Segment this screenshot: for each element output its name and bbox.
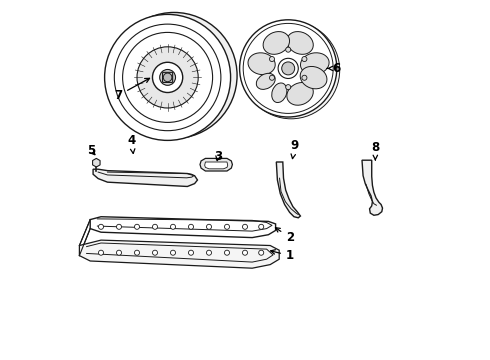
Circle shape — [270, 57, 274, 62]
Circle shape — [171, 224, 175, 229]
Ellipse shape — [256, 73, 275, 89]
Text: 4: 4 — [127, 134, 136, 153]
Text: 2: 2 — [275, 228, 294, 244]
Ellipse shape — [287, 82, 313, 105]
Circle shape — [134, 250, 140, 255]
Text: 3: 3 — [214, 150, 222, 163]
Text: 5: 5 — [87, 144, 95, 157]
Polygon shape — [93, 169, 197, 186]
Circle shape — [171, 250, 175, 255]
Circle shape — [259, 224, 264, 229]
Circle shape — [114, 24, 221, 131]
Circle shape — [286, 85, 291, 90]
Circle shape — [243, 23, 333, 113]
Circle shape — [137, 47, 198, 108]
Circle shape — [189, 250, 194, 255]
FancyBboxPatch shape — [163, 72, 172, 82]
Text: 8: 8 — [371, 141, 379, 160]
Polygon shape — [90, 217, 275, 238]
Circle shape — [122, 32, 213, 122]
Polygon shape — [362, 160, 383, 215]
Circle shape — [240, 20, 337, 117]
Polygon shape — [93, 158, 100, 167]
Circle shape — [243, 22, 340, 119]
Circle shape — [286, 47, 291, 52]
Polygon shape — [79, 240, 279, 268]
Ellipse shape — [300, 67, 327, 89]
Ellipse shape — [287, 32, 313, 54]
Polygon shape — [205, 162, 228, 169]
Circle shape — [278, 58, 298, 78]
Circle shape — [98, 224, 103, 229]
Circle shape — [206, 250, 212, 255]
Circle shape — [152, 250, 157, 255]
Circle shape — [243, 224, 247, 229]
Circle shape — [152, 224, 157, 229]
Circle shape — [134, 224, 140, 229]
Ellipse shape — [272, 83, 287, 103]
Circle shape — [259, 250, 264, 255]
Circle shape — [282, 62, 294, 75]
Circle shape — [224, 250, 229, 255]
Circle shape — [224, 224, 229, 229]
Text: 6: 6 — [327, 62, 341, 75]
Polygon shape — [276, 162, 300, 218]
Circle shape — [270, 75, 274, 80]
Circle shape — [163, 73, 172, 82]
Circle shape — [189, 224, 194, 229]
Ellipse shape — [300, 53, 329, 75]
Circle shape — [206, 224, 212, 229]
Polygon shape — [200, 158, 232, 171]
Circle shape — [104, 14, 231, 140]
Text: 9: 9 — [291, 139, 299, 159]
Circle shape — [98, 250, 103, 255]
Circle shape — [160, 69, 175, 85]
Circle shape — [302, 75, 307, 80]
Circle shape — [243, 250, 247, 255]
Circle shape — [302, 57, 307, 62]
Circle shape — [117, 250, 122, 255]
Text: 1: 1 — [270, 249, 294, 262]
Circle shape — [111, 13, 237, 139]
Text: 7: 7 — [114, 78, 149, 102]
Circle shape — [117, 224, 122, 229]
Ellipse shape — [263, 32, 290, 54]
Ellipse shape — [248, 53, 275, 75]
Circle shape — [152, 62, 183, 93]
